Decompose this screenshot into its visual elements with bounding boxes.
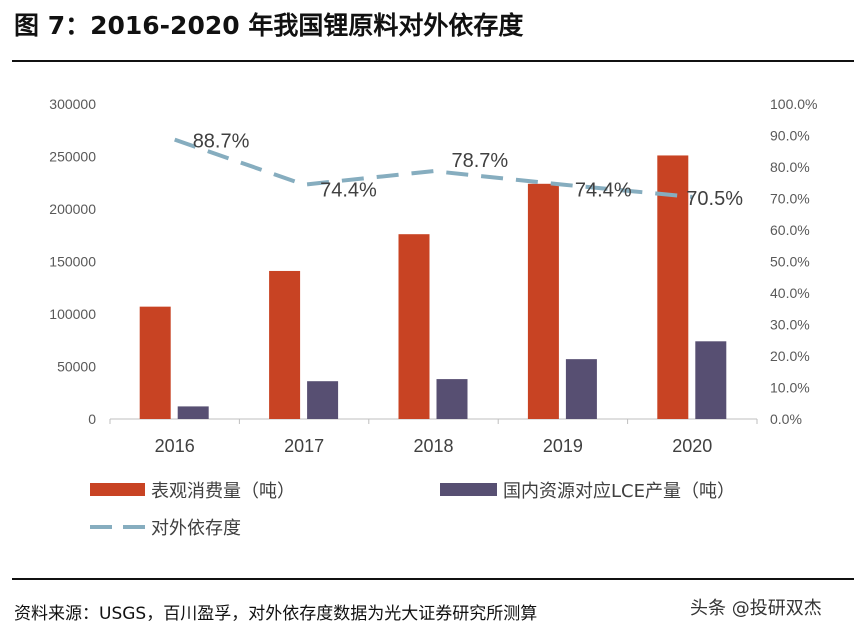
source-note: 资料来源：USGS，百川盈孚，对外依存度数据为光大证券研究所测算 (14, 604, 538, 624)
bar-domestic-lce-output (177, 406, 209, 419)
x-axis-label: 2020 (672, 436, 712, 456)
bar-domestic-lce-output (307, 381, 339, 419)
left-axis-tick: 150000 (49, 254, 96, 270)
x-axis-label: 2017 (284, 436, 324, 456)
bar-apparent-consumption (657, 155, 689, 419)
left-axis-tick: 200000 (49, 201, 96, 217)
right-axis-tick: 30.0% (770, 317, 810, 333)
x-axis-label: 2018 (413, 436, 453, 456)
right-axis-tick: 80.0% (770, 159, 810, 175)
right-axis-tick: 50.0% (770, 254, 810, 270)
bar-domestic-lce-output (436, 379, 468, 419)
right-axis-tick: 60.0% (770, 222, 810, 238)
top-rule (12, 60, 854, 62)
right-axis-tick: 10.0% (770, 380, 810, 396)
data-label: 74.4% (575, 180, 632, 202)
x-axis-label: 2016 (155, 436, 195, 456)
right-axis-tick: 90.0% (770, 128, 810, 144)
legend-label: 国内资源对应LCE产量（吨） (503, 481, 735, 502)
bar-apparent-consumption (139, 306, 171, 419)
right-axis-tick: 0.0% (770, 411, 802, 427)
watermark: 头条 @投研双杰 (690, 598, 822, 619)
bar-apparent-consumption (398, 234, 430, 419)
left-axis-tick: 0 (88, 411, 96, 427)
data-label: 70.5% (686, 188, 743, 210)
legend-swatch-apparent-consumption (90, 483, 145, 496)
bottom-rule (12, 578, 854, 580)
data-label: 78.7% (452, 150, 509, 172)
left-axis-tick: 50000 (57, 359, 96, 375)
figure-title: 图 7：2016-2020 年我国锂原料对外依存度 (14, 11, 524, 40)
right-axis-tick: 40.0% (770, 285, 810, 301)
bar-domestic-lce-output (565, 359, 597, 419)
bar-apparent-consumption (269, 270, 301, 419)
chart: 0 50000 100000 150000 200000 250000 300000 0.0%… (49, 96, 817, 539)
x-axis-label: 2019 (543, 436, 583, 456)
right-axis-tick: 70.0% (770, 191, 810, 207)
right-axis-tick: 20.0% (770, 348, 810, 364)
line-dependency-rate (174, 137, 693, 199)
right-axis-tick: 100.0% (770, 96, 817, 112)
bar-apparent-consumption (527, 183, 559, 419)
left-axis-tick: 100000 (49, 306, 96, 322)
left-axis-tick: 300000 (49, 96, 96, 112)
bar-domestic-lce-output (695, 341, 727, 419)
legend-swatch-domestic-lce-output (440, 483, 497, 496)
legend-label: 对外依存度 (151, 518, 241, 539)
data-label: 74.4% (320, 180, 377, 202)
data-label: 88.7% (193, 131, 250, 153)
legend-label: 表观消费量（吨） (151, 481, 295, 502)
left-axis-tick: 250000 (49, 149, 96, 165)
